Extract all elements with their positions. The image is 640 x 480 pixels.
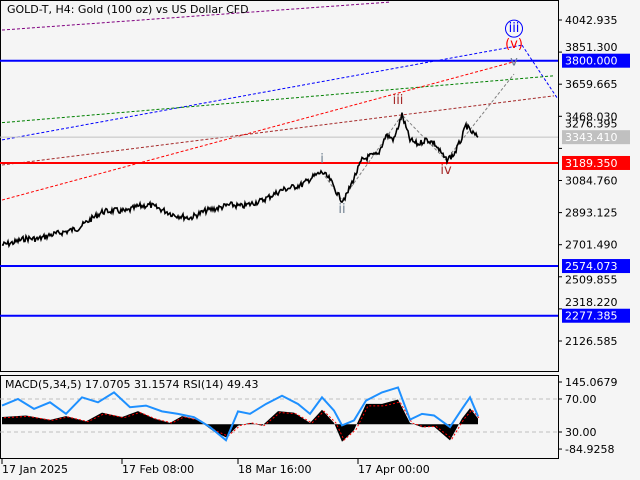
trend-line <box>1 44 523 141</box>
y-tick-label: 3468.030 <box>565 110 618 123</box>
trend-line <box>1 60 519 201</box>
indicator-y-label: 145.0679 <box>565 376 618 389</box>
wave-label: iii <box>393 93 404 108</box>
y-tick-label: 2126.585 <box>565 335 618 348</box>
current-price-tag <box>562 130 630 145</box>
wave-label: i <box>320 152 324 167</box>
y-tick-label: 2701.490 <box>565 239 618 252</box>
indicator-y-label: 70.00 <box>565 393 597 406</box>
level-label: 3189.350 <box>565 157 618 170</box>
y-tick-label: 3851.300 <box>565 41 618 54</box>
wave-label: (v) <box>505 37 523 52</box>
trend-line <box>521 44 559 100</box>
y-tick-label: 3084.760 <box>565 174 618 187</box>
price-line <box>1 112 479 249</box>
y-tick-label: 3659.665 <box>565 78 618 91</box>
level-tag <box>562 155 630 170</box>
trend-line <box>1 75 555 124</box>
indicator-y-label: -84.9258 <box>565 443 614 456</box>
indicator-label: MACD(5,34,5) 17.0705 31.1574 RSI(14) 49.… <box>5 378 259 391</box>
wave-label: iv <box>440 163 452 178</box>
indicator-y-label: 30.00 <box>565 426 597 439</box>
macd-histogram <box>2 399 478 442</box>
indicator-plot-frame <box>0 375 559 459</box>
level-label: 2574.073 <box>565 260 618 273</box>
x-tick-label: 17 Jan 2025 <box>2 463 68 476</box>
wave-label: iii <box>509 21 520 36</box>
y-tick-label: 3276.395 <box>565 118 618 131</box>
y-tick-label: 2509.855 <box>565 274 618 287</box>
wave-label-circle <box>505 19 523 38</box>
rsi-line <box>1 386 479 442</box>
level-label: 3800.000 <box>565 55 618 68</box>
wave-label: ii <box>338 202 345 217</box>
level-tag <box>562 53 630 68</box>
level-label: 2277.385 <box>565 310 618 323</box>
x-tick-label: 17 Feb 08:00 <box>122 463 194 476</box>
trend-line <box>1 95 555 166</box>
chart-title: GOLD-T, H4: Gold (100 oz) vs US Dollar C… <box>7 3 249 16</box>
x-tick-label: 17 Apr 00:00 <box>358 463 430 476</box>
main-plot-frame <box>0 0 559 372</box>
level-tag <box>562 308 630 323</box>
y-tick-label: 2318.220 <box>565 296 618 309</box>
macd-signal-line <box>3 401 481 441</box>
x-tick-label: 18 Mar 16:00 <box>238 463 311 476</box>
y-tick-label: 4042.935 <box>565 14 618 27</box>
wave-label: v <box>510 55 518 70</box>
current-price-label: 3343.410 <box>565 131 618 144</box>
level-tag <box>562 259 630 274</box>
y-tick-label: 2893.125 <box>565 207 618 220</box>
